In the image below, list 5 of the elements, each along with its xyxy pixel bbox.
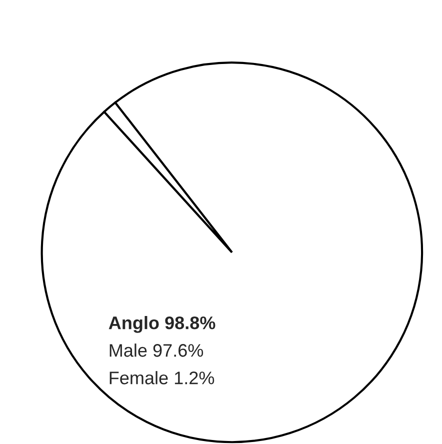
pie-slice: [103, 102, 233, 254]
text: Male 97.6%: [110, 344, 204, 357]
pie-slice: [40, 62, 424, 444]
text: Female 1.2%: [110, 371, 214, 384]
slice-label: Anglo 98.8%: [108, 316, 216, 333]
